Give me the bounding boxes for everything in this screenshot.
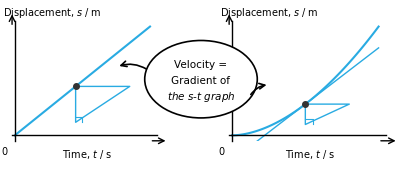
Text: Time, $t$ / s: Time, $t$ / s bbox=[62, 147, 112, 161]
Text: Displacement, $s$ / m: Displacement, $s$ / m bbox=[219, 6, 318, 20]
Text: Time, $t$ / s: Time, $t$ / s bbox=[285, 147, 335, 161]
Text: 0: 0 bbox=[218, 147, 224, 157]
Text: Displacement, $s$ / m: Displacement, $s$ / m bbox=[3, 6, 101, 20]
Text: the $s$-$t$ graph: the $s$-$t$ graph bbox=[166, 90, 235, 104]
Text: Gradient of: Gradient of bbox=[171, 76, 230, 86]
Text: 0: 0 bbox=[2, 147, 8, 157]
Text: Velocity =: Velocity = bbox=[174, 60, 227, 70]
Ellipse shape bbox=[144, 40, 257, 118]
